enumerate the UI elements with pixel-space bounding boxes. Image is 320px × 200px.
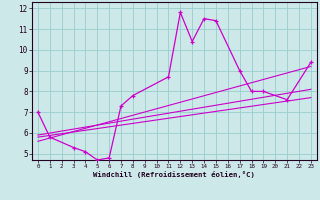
X-axis label: Windchill (Refroidissement éolien,°C): Windchill (Refroidissement éolien,°C): [93, 171, 255, 178]
